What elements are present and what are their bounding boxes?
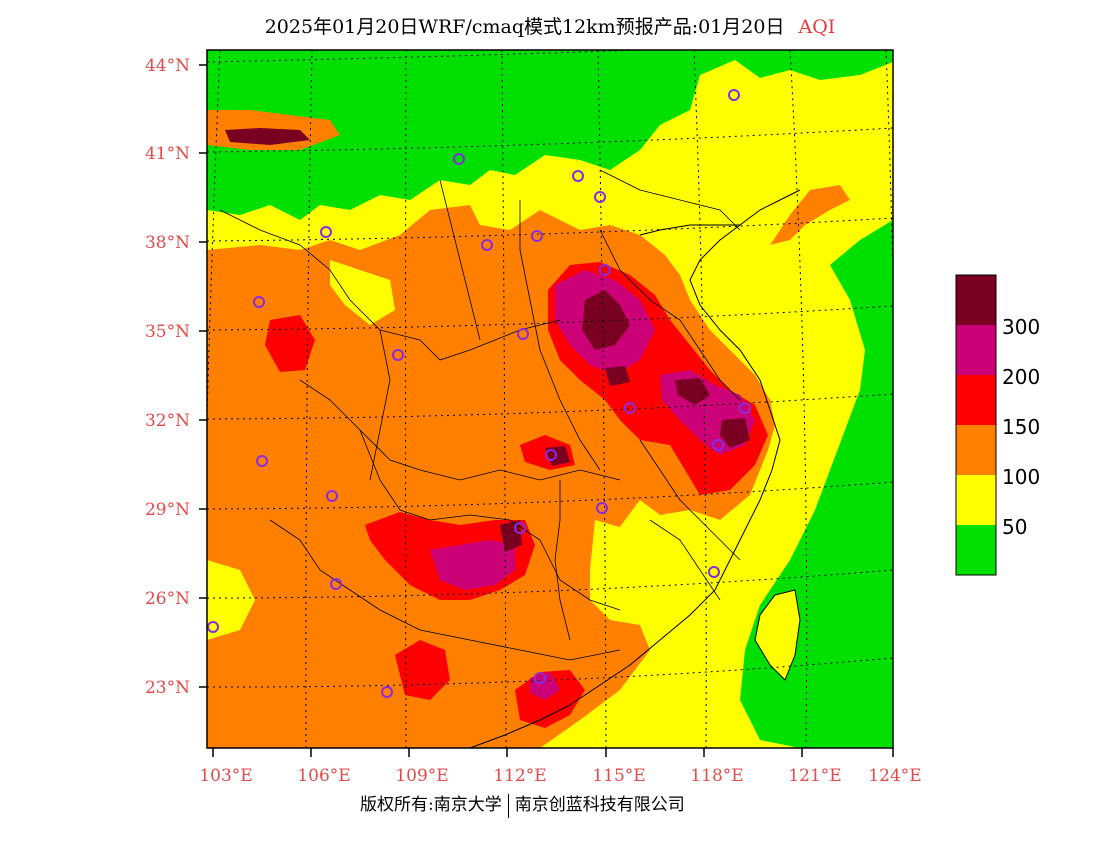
map-frame: [206, 49, 894, 749]
aqi-band-yellow-inner-1: [330, 260, 395, 325]
aqi-band-maroon-3: [720, 418, 750, 448]
lon-label: 121°E: [788, 766, 841, 786]
city-marker: [256, 455, 268, 467]
aqi-band-maroon-1: [582, 290, 630, 350]
lat-label: 44°N: [145, 56, 190, 76]
city-marker: [253, 296, 265, 308]
lon-label: 112°E: [493, 766, 546, 786]
aqi-band-maroon-6: [605, 366, 630, 386]
legend-swatch: [956, 425, 996, 475]
city-marker: [514, 522, 526, 534]
legend-label: 50: [1002, 515, 1027, 539]
copyright-credit: 版权所有:南京大学 南京创蓝科技有限公司: [360, 790, 685, 818]
longitude-axis: 103°E 106°E 109°E 112°E 115°E 118°E 121°…: [199, 748, 922, 786]
aqi-band-maroon-2: [675, 378, 710, 405]
city-marker: [534, 672, 546, 684]
aqi-band-yellow-inner-3: [207, 560, 255, 640]
coastline: [469, 224, 781, 748]
city-marker: [481, 239, 493, 251]
aqi-band-red-guangxi: [395, 640, 450, 700]
province-borders: [219, 169, 741, 661]
city-marker: [572, 170, 584, 182]
city-marker: [596, 502, 608, 514]
legend-label: 100: [1002, 465, 1040, 489]
coastline-bohai: [639, 189, 801, 236]
lon-label: 115°E: [592, 766, 645, 786]
aqi-band-magenta-guangdong: [530, 672, 560, 700]
city-marker: [708, 566, 720, 578]
lat-label: 32°N: [145, 411, 190, 431]
city-marker: [392, 349, 404, 361]
lon-label: 124°E: [868, 766, 921, 786]
city-marker: [381, 686, 393, 698]
lat-label: 38°N: [145, 233, 190, 253]
city-marker: [207, 621, 219, 633]
city-marker: [531, 230, 543, 242]
lat-label: 26°N: [145, 589, 190, 609]
lon-label: 106°E: [297, 766, 350, 786]
legend-swatch: [956, 525, 996, 575]
aqi-legend: 50 100 150 200 300: [955, 274, 1040, 576]
city-marker: [624, 402, 636, 414]
lon-label: 118°E: [690, 766, 743, 786]
city-marker: [453, 153, 465, 165]
legend-swatch: [956, 475, 996, 525]
city-marker: [594, 191, 606, 203]
legend-label: 300: [1002, 315, 1040, 339]
city-marker: [326, 490, 338, 502]
map-field: [207, 50, 893, 748]
city-marker: [712, 439, 724, 451]
city-marker: [517, 328, 529, 340]
aqi-band-yellow-inner-2: [590, 520, 645, 605]
lat-label: 29°N: [145, 500, 190, 520]
city-marker: [330, 578, 342, 590]
latitude-axis: 44°N 41°N 38°N 35°N 32°N 29°N 26°N 23°N: [145, 56, 207, 698]
map-title: 2025年01月20日WRF/cmaq模式12km预报产品:01月20日 AQI: [0, 12, 1100, 39]
lon-label: 103°E: [199, 766, 252, 786]
credit-company: 南京创蓝科技有限公司: [514, 795, 685, 815]
legend-label: 150: [1002, 415, 1040, 439]
aqi-band-orange-ne: [770, 185, 850, 245]
city-marker: [320, 226, 332, 238]
taiwan-outline: [754, 589, 801, 681]
graticule: [207, 50, 893, 748]
city-marker: [599, 264, 611, 276]
lat-label: 23°N: [145, 678, 190, 698]
lon-label: 109°E: [395, 766, 448, 786]
city-marker: [545, 449, 557, 461]
credit-divider: [507, 793, 509, 818]
city-markers: [207, 89, 751, 698]
city-marker: [739, 402, 751, 414]
credit-university: 版权所有:南京大学: [360, 795, 502, 815]
city-marker: [728, 89, 740, 101]
title-variable: AQI: [798, 16, 836, 38]
lat-label: 35°N: [145, 322, 190, 342]
legend-swatch: [956, 325, 996, 375]
aqi-band-red-sichuan: [265, 315, 315, 372]
title-main: 2025年01月20日WRF/cmaq模式12km预报产品:01月20日: [264, 16, 785, 38]
legend-label: 200: [1002, 365, 1040, 389]
aqi-band-magenta-hunan: [430, 540, 515, 590]
legend-swatch: [956, 375, 996, 425]
aqi-band-green-north: [207, 50, 893, 220]
legend-swatch: [956, 275, 996, 325]
lat-label: 41°N: [145, 144, 190, 164]
aqi-band-maroon-nw: [225, 128, 310, 145]
